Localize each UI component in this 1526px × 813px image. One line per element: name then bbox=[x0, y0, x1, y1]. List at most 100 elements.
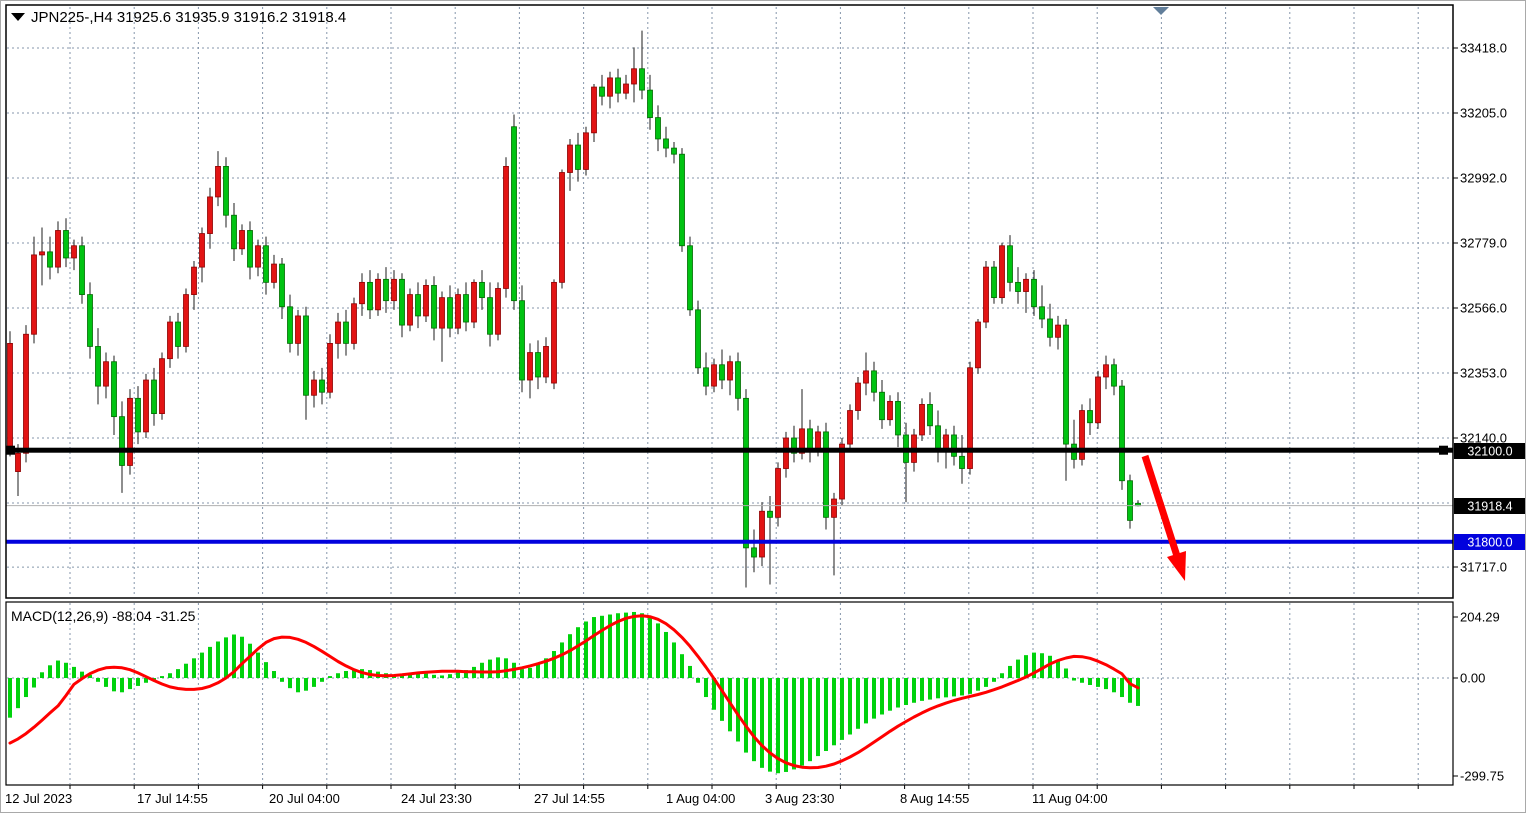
macd-histogram-bar bbox=[736, 678, 740, 742]
time-axis-label[interactable]: 3 Aug 23:30 bbox=[765, 791, 834, 806]
macd-histogram-bar bbox=[416, 672, 420, 678]
candle-bear bbox=[767, 510, 773, 518]
macd-histogram-bar bbox=[760, 678, 764, 768]
macd-histogram-bar bbox=[976, 678, 980, 691]
time-axis-label[interactable]: 20 Jul 04:00 bbox=[269, 791, 340, 806]
macd-histogram-bar bbox=[400, 675, 404, 678]
macd-histogram-bar bbox=[960, 678, 964, 696]
candle-bear bbox=[231, 214, 237, 250]
macd-histogram-bar bbox=[992, 678, 996, 682]
macd-histogram-bar bbox=[944, 678, 948, 698]
candle-bear bbox=[1039, 306, 1045, 320]
candle-bear bbox=[663, 138, 669, 149]
candle-bull bbox=[23, 333, 29, 454]
red-down-arrow-shaft[interactable] bbox=[1141, 454, 1181, 558]
symbol-dropdown-icon[interactable] bbox=[11, 13, 25, 21]
macd-axis-tick-label[interactable]: 204.29 bbox=[1460, 610, 1500, 625]
trendline-handle-right[interactable] bbox=[1439, 445, 1448, 455]
time-axis-label[interactable]: 17 Jul 14:55 bbox=[137, 791, 208, 806]
candle-bear bbox=[615, 77, 621, 94]
candle-bull bbox=[967, 367, 973, 469]
macd-histogram-bar bbox=[1024, 655, 1028, 678]
price-axis-tick-label[interactable]: 32566.0 bbox=[1460, 301, 1507, 316]
support-line-31800[interactable] bbox=[6, 539, 1453, 544]
macd-histogram-bar bbox=[632, 611, 636, 678]
red-down-arrow-head[interactable] bbox=[1167, 551, 1186, 581]
candle-bull bbox=[559, 172, 565, 283]
candle-bear bbox=[599, 86, 605, 97]
candle-bear bbox=[479, 281, 485, 299]
price-badge-label: 31800.0 bbox=[1467, 536, 1512, 550]
macd-histogram-bar bbox=[88, 674, 92, 678]
horizontal-level-lines[interactable] bbox=[6, 445, 1453, 544]
candle-bear bbox=[247, 230, 253, 268]
scroll-position-marker-icon bbox=[1153, 7, 1169, 15]
macd-histogram-bar bbox=[1088, 678, 1092, 685]
macd-histogram-bar bbox=[664, 631, 668, 678]
gridlines bbox=[7, 7, 1452, 784]
candle-bull bbox=[127, 397, 133, 466]
macd-axis-tick-label[interactable]: -299.75 bbox=[1460, 769, 1504, 784]
macd-histogram-bar bbox=[440, 675, 444, 678]
candle-bear bbox=[47, 251, 53, 268]
macd-histogram-bar bbox=[344, 671, 348, 678]
price-axis-tick-label[interactable]: 32353.0 bbox=[1460, 366, 1507, 381]
macd-histogram-bar bbox=[608, 614, 612, 678]
macd-histogram-bar bbox=[1072, 678, 1076, 681]
price-axis-tick-label[interactable]: 32992.0 bbox=[1460, 171, 1507, 186]
macd-histogram-bar bbox=[264, 662, 268, 678]
macd-histogram-bar bbox=[1136, 678, 1140, 706]
candle-bear bbox=[951, 434, 957, 457]
candle-bull bbox=[863, 370, 869, 384]
macd-histogram-bar bbox=[1112, 678, 1116, 693]
time-axis-label[interactable]: 27 Jul 14:55 bbox=[534, 791, 605, 806]
macd-histogram-bar bbox=[800, 678, 804, 766]
candle-bear bbox=[935, 425, 941, 451]
macd-histogram-bar bbox=[952, 678, 956, 697]
candle-bull bbox=[423, 285, 429, 317]
price-axis-tick-label[interactable]: 31717.0 bbox=[1460, 560, 1507, 575]
price-badge-31800.0 bbox=[1454, 534, 1525, 550]
time-axis-label[interactable]: 8 Aug 14:55 bbox=[900, 791, 969, 806]
candle-bull bbox=[527, 352, 533, 381]
resistance-line-32100[interactable] bbox=[6, 447, 1453, 453]
candle-bear bbox=[535, 352, 541, 378]
trendline-handle-left[interactable] bbox=[6, 445, 15, 455]
macd-axis-tick-label[interactable]: 0.00 bbox=[1460, 671, 1485, 686]
candle-bear bbox=[119, 416, 125, 466]
candle-bear bbox=[823, 431, 829, 518]
price-axis-tick-label[interactable]: 33205.0 bbox=[1460, 106, 1507, 121]
candle-bull bbox=[439, 297, 445, 329]
candle-bear bbox=[695, 309, 701, 369]
macd-histogram-bar bbox=[520, 669, 524, 678]
price-axis-tick-label[interactable]: 32140.0 bbox=[1460, 431, 1507, 446]
macd-histogram-bar bbox=[224, 637, 228, 678]
macd-histogram-bar bbox=[168, 673, 172, 678]
price-axis-tick-label[interactable]: 32779.0 bbox=[1460, 236, 1507, 251]
arrow-annotation[interactable] bbox=[1141, 454, 1186, 581]
macd-histogram-bar bbox=[240, 636, 244, 678]
candle-bull bbox=[239, 230, 245, 250]
macd-histogram-bar bbox=[752, 678, 756, 762]
candle-bull bbox=[191, 266, 197, 295]
macd-histogram-bar bbox=[1000, 673, 1004, 678]
price-axis-tick-label[interactable]: 33418.0 bbox=[1460, 41, 1507, 56]
macd-histogram-bar bbox=[936, 678, 940, 699]
macd-histogram-bar bbox=[1120, 678, 1124, 698]
macd-histogram-bar bbox=[200, 652, 204, 678]
macd-histogram-bar bbox=[72, 666, 76, 678]
candle-bull bbox=[855, 382, 861, 411]
macd-histogram-bar bbox=[64, 662, 68, 678]
time-axis-label[interactable]: 11 Aug 04:00 bbox=[1032, 791, 1108, 806]
price-badge-label: 31918.4 bbox=[1467, 500, 1512, 514]
time-axis-label[interactable]: 1 Aug 04:00 bbox=[666, 791, 735, 806]
candle-bear bbox=[647, 89, 653, 118]
time-axis-label[interactable]: 12 Jul 2023 bbox=[5, 791, 72, 806]
time-axis-label[interactable]: 24 Jul 23:30 bbox=[401, 791, 472, 806]
candle-bull bbox=[31, 254, 37, 335]
macd-histogram-bar bbox=[504, 658, 508, 678]
candle-bull bbox=[919, 404, 925, 436]
candle-bear bbox=[431, 285, 437, 329]
